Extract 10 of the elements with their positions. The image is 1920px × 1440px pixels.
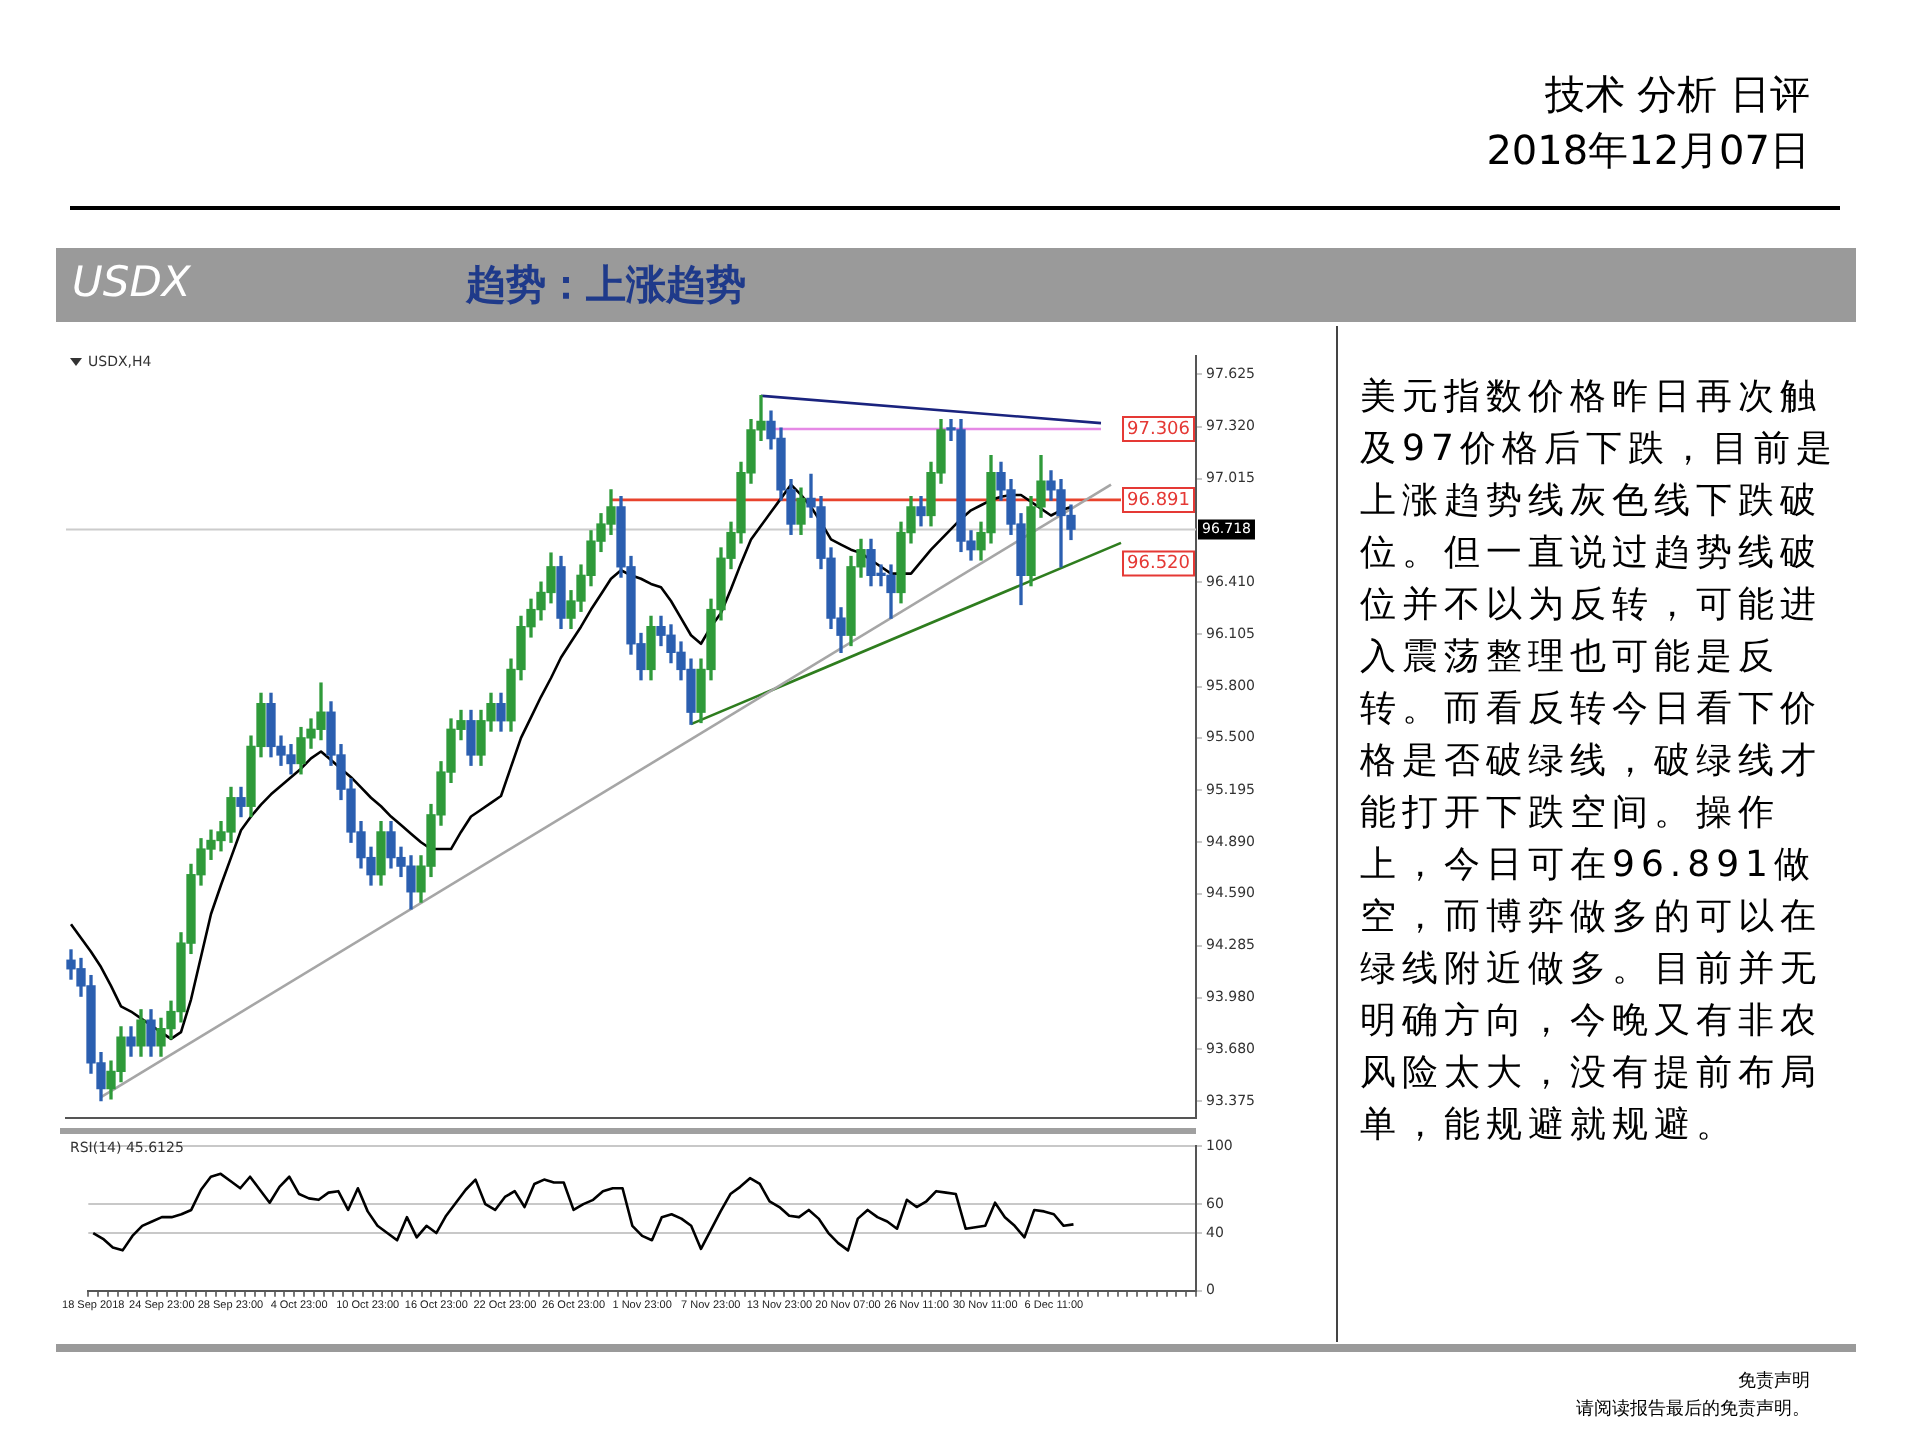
text: 技术 分析 日评 <box>1542 68 1810 122</box>
annotation: 97.306 <box>1127 419 1191 440</box>
text: 请阅读报告最后的免责声明。 <box>1576 1397 1810 1424</box>
text: USDX <box>72 258 191 306</box>
text: 免责声明 <box>1736 1369 1810 1396</box>
annotation: 96.520 <box>1127 554 1191 575</box>
annotation: 96.891 <box>1127 490 1191 511</box>
text: 趋势：上涨趋势 <box>466 258 746 312</box>
text: 2018年12月07日 <box>1486 124 1810 178</box>
text: 美元指数价格昨日再次触及97价格后下跌，目前是上涨趋势线灰色线下跌破位。但一直说过趋势线破位并不以为反转，可能进入震荡整理也可能是反转。而看反转今日看下价格是否破绿线，破绿线才能打开下跌空间。操作上，今日可在96.891做空，而博弈做多的可以在绿线附近做多。目前并无明确方向，今晚又有非农风险太大，没有提前布局单，能规避就规避。 <box>1360 376 1838 1146</box>
